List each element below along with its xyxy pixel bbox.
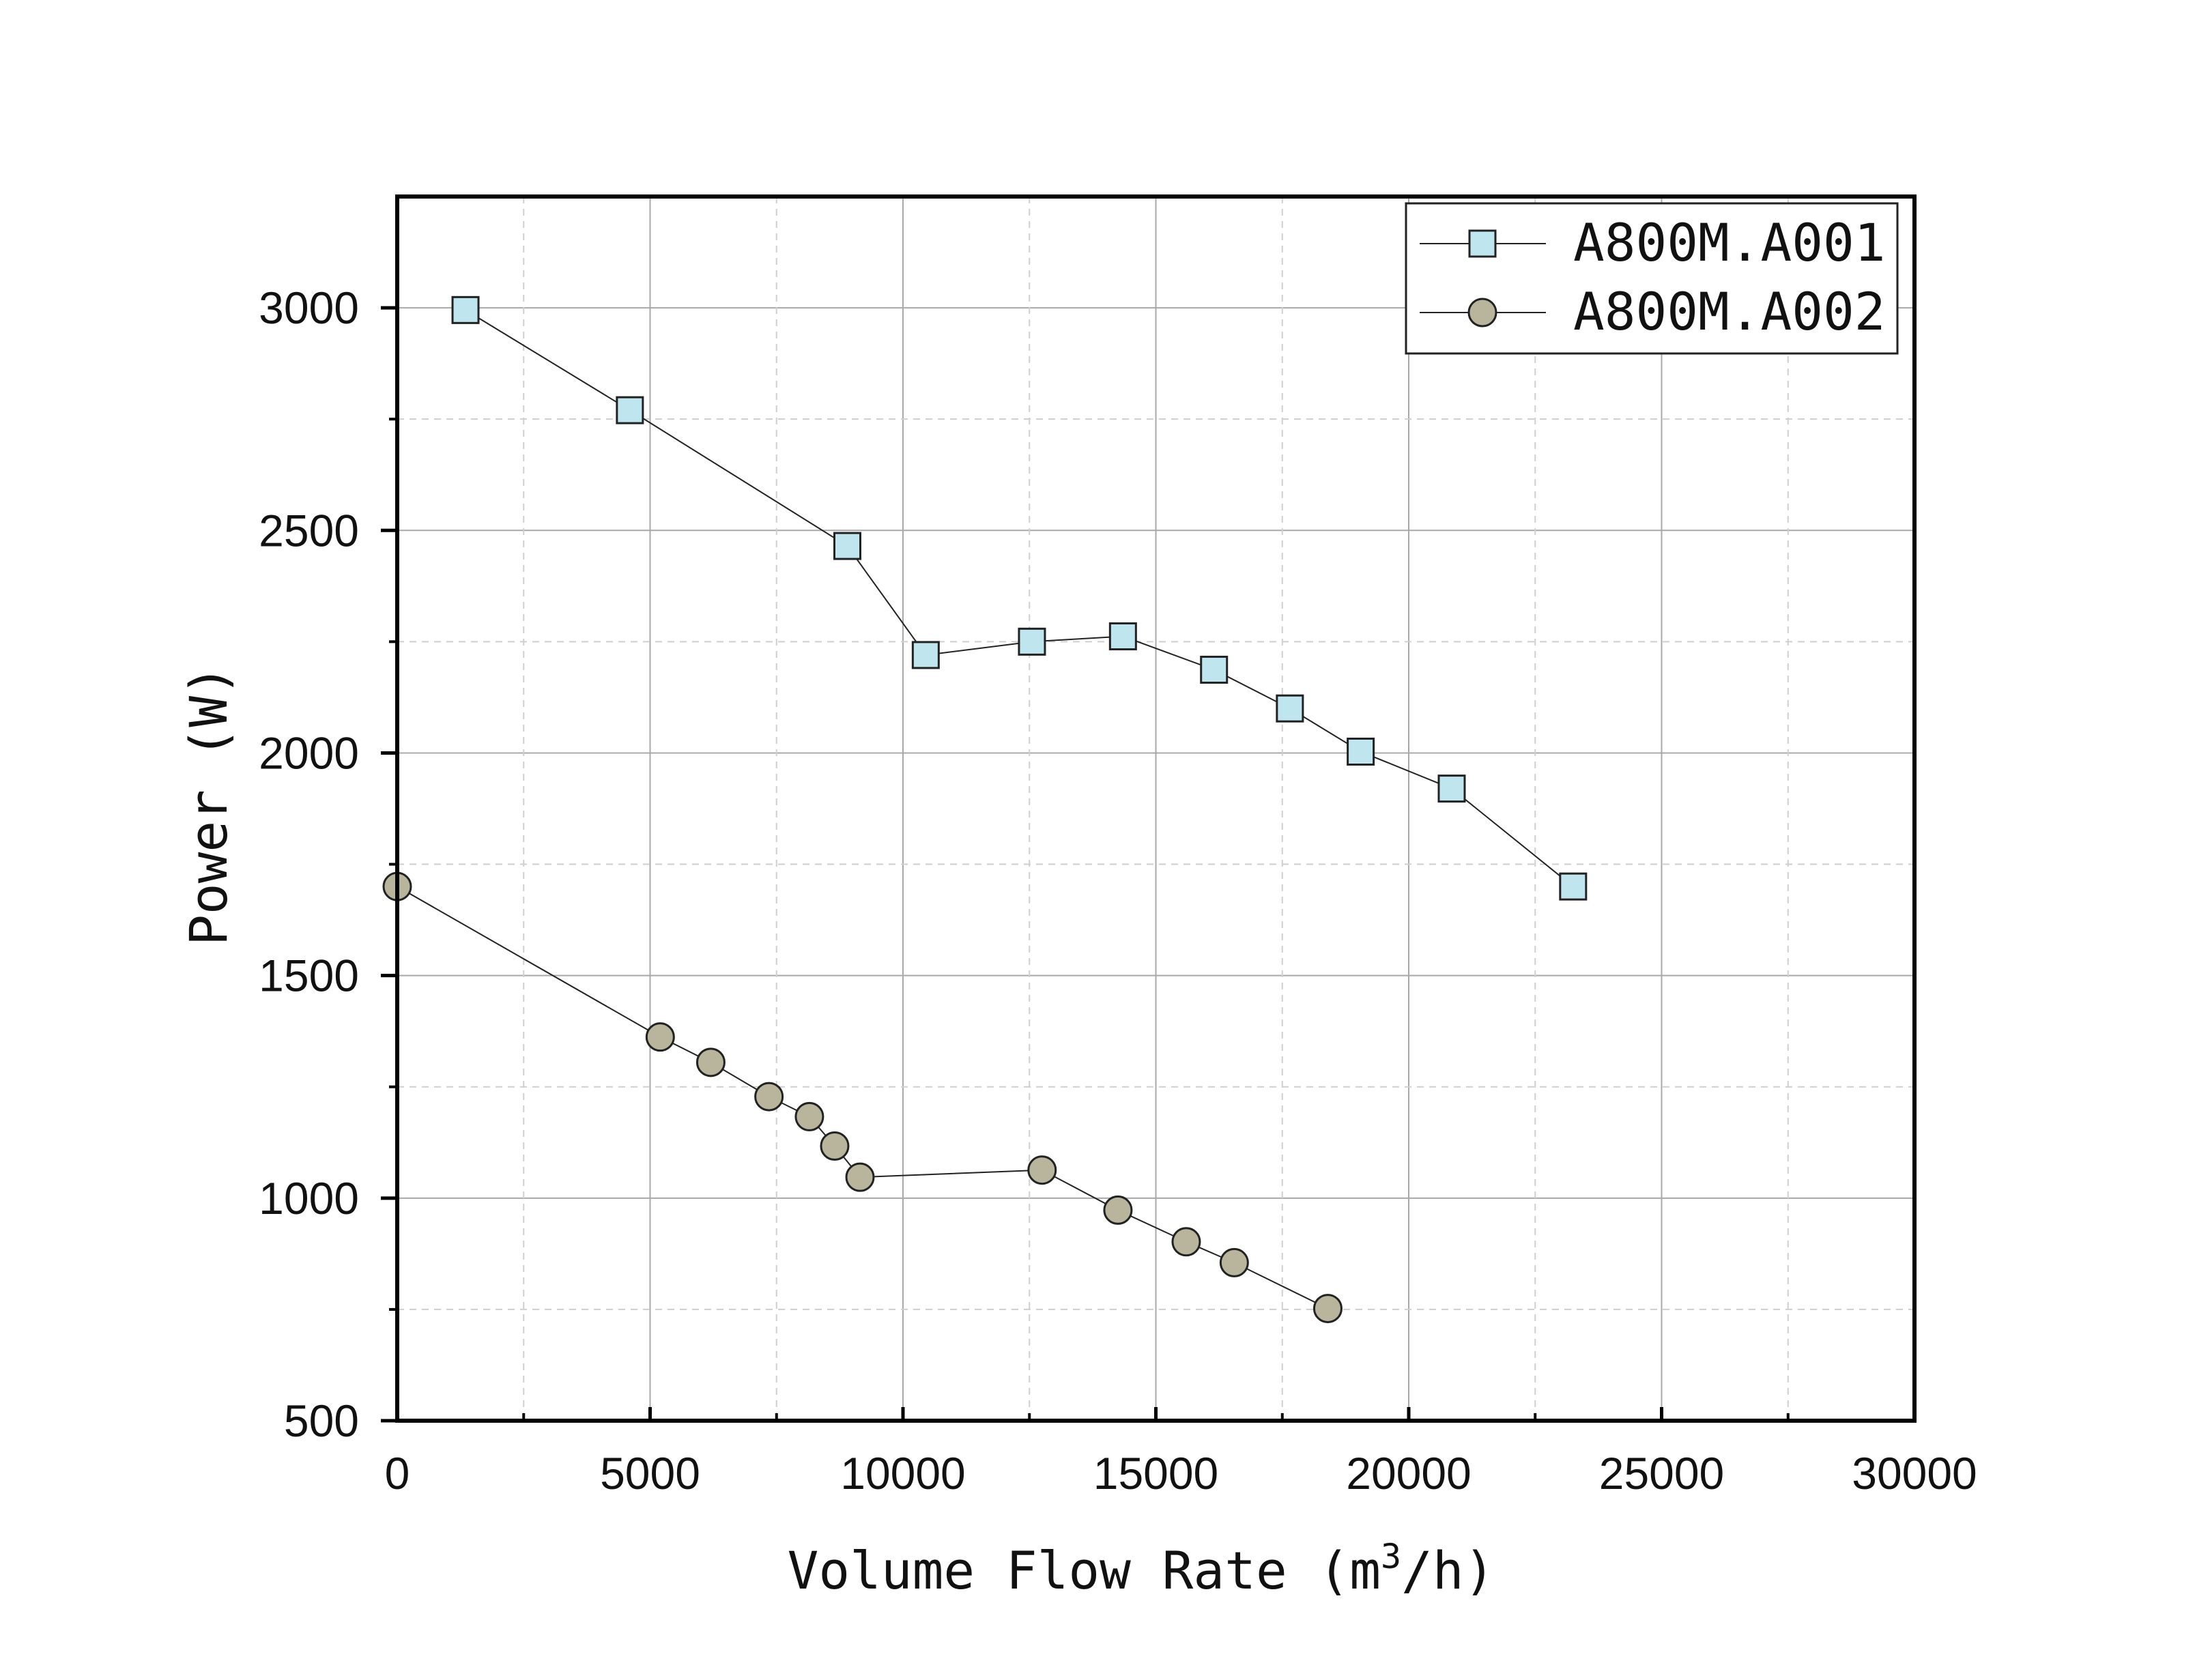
data-point-a800m-a002 [1027,1155,1057,1185]
legend-label-a800m-a002: A800M.A002 [1573,281,1886,342]
y-tick-label: 2500 [259,505,359,555]
y-tick-label: 1500 [259,951,359,1001]
legend-label-a800m-a001: A800M.A001 [1573,212,1886,273]
data-point-a800m-a002 [754,1082,784,1112]
y-tick-label: 2000 [259,727,359,778]
data-point-a800m-a002 [1219,1247,1249,1277]
data-point-a800m-a001 [1347,737,1375,766]
data-point-a800m-a001 [911,641,940,669]
data-point-a800m-a002 [1312,1294,1343,1324]
x-axis-title-main: Volume Flow Rate (m [788,1540,1381,1601]
legend-marker-a800m-a001 [1468,229,1497,258]
data-point-a800m-a001 [1437,774,1466,803]
data-point-a800m-a002 [820,1131,850,1161]
data-point-a800m-a002 [695,1047,726,1077]
data-point-a800m-a001 [451,295,480,324]
x-axis-title-superscript: 3 [1381,1537,1401,1576]
data-point-a800m-a002 [1103,1195,1133,1225]
data-point-a800m-a002 [794,1101,824,1131]
x-tick-label: 30000 [1852,1448,1977,1498]
x-tick-label: 15000 [1093,1448,1219,1498]
x-axis-title-end: /h) [1401,1540,1495,1601]
series-layer [382,295,1588,1324]
data-point-a800m-a001 [1108,622,1137,651]
y-tick-label: 1000 [259,1173,359,1223]
legend: A800M.A001 A800M.A002 [1405,202,1899,355]
data-point-a800m-a001 [1276,694,1304,723]
x-tick-label: 20000 [1346,1448,1472,1498]
y-tick-label: 500 [284,1395,359,1446]
x-tick-label: 10000 [840,1448,966,1498]
data-point-a800m-a001 [1018,627,1046,656]
x-axis-title: Volume Flow Rate (m3/h) [788,1537,1495,1601]
data-point-a800m-a002 [1171,1227,1201,1257]
x-tick-label: 5000 [600,1448,700,1498]
y-axis-title: Power (W) [178,665,239,946]
data-point-a800m-a001 [616,396,644,424]
y-tick-label: 3000 [259,283,359,333]
data-point-a800m-a001 [1200,655,1229,684]
data-point-a800m-a001 [833,532,861,560]
data-point-a800m-a002 [845,1162,875,1192]
axes-layer: 0 5000 10000 15000 20000 25000 30000 500 1000 150… [259,194,1977,1498]
legend-marker-a800m-a002 [1467,298,1497,328]
data-point-a800m-a002 [645,1022,675,1052]
legend-box [1405,202,1899,355]
x-tick-label: 25000 [1599,1448,1725,1498]
data-point-a800m-a001 [1559,872,1588,901]
grid-layer [397,197,1914,1421]
x-tick-label: 0 [385,1448,410,1498]
